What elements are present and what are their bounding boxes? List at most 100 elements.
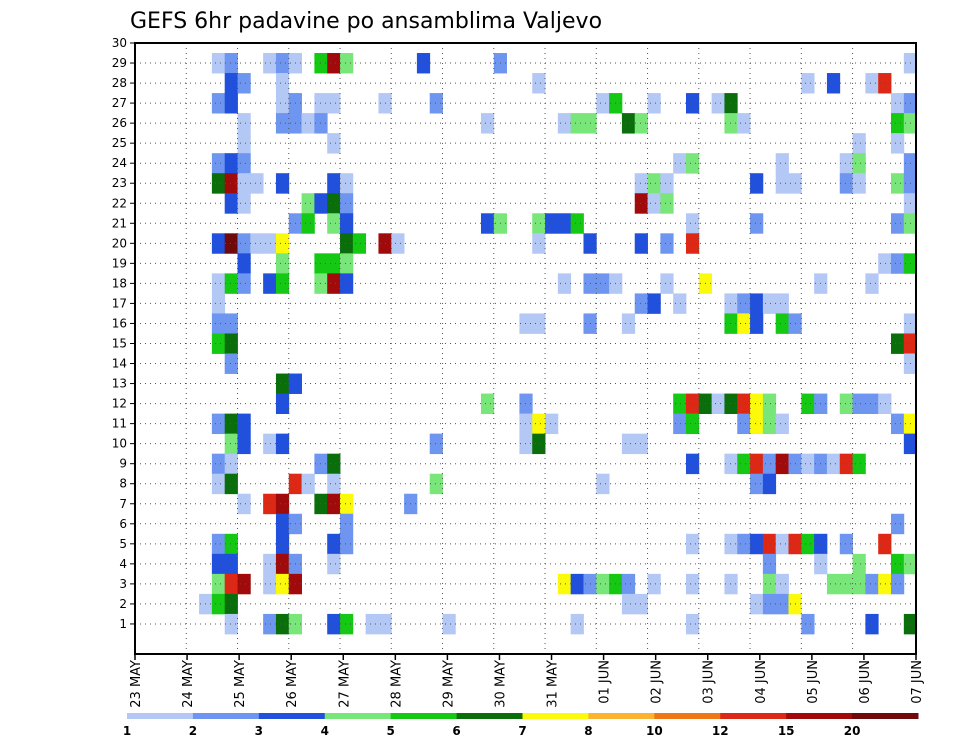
- y-tick-label: 30: [112, 36, 127, 50]
- heat-cell: [724, 573, 738, 595]
- heat-cell: [596, 93, 610, 114]
- heat-cell: [327, 493, 341, 515]
- heat-cell: [532, 433, 546, 455]
- heat-cell: [891, 93, 905, 114]
- legend-swatch: [127, 713, 194, 719]
- y-tick-label: 28: [112, 76, 127, 90]
- heat-cell: [211, 553, 226, 575]
- legend-label: 7: [518, 724, 526, 738]
- heat-cell: [211, 233, 226, 254]
- x-tick-label: 29 MAY: [441, 660, 456, 708]
- heat-cell: [327, 553, 341, 575]
- x-tick-label: 26 MAY: [285, 660, 300, 708]
- heat-cell: [224, 613, 238, 635]
- heat-cell: [891, 333, 905, 354]
- heat-cell: [327, 613, 341, 635]
- heat-cell: [839, 533, 853, 555]
- heat-cell: [621, 113, 636, 134]
- heat-cell: [647, 573, 661, 595]
- legend-label: 15: [778, 724, 795, 738]
- heat-cell: [685, 153, 700, 174]
- heat-cell: [301, 473, 315, 495]
- heat-cell: [275, 513, 290, 535]
- heat-cell: [724, 393, 738, 414]
- legend-label: 6: [452, 724, 460, 738]
- y-tick-label: 1: [119, 617, 127, 631]
- heat-cell: [340, 213, 354, 234]
- heat-cell: [237, 433, 251, 455]
- legend-label: 12: [712, 724, 729, 738]
- y-tick-label: 8: [119, 477, 127, 491]
- heat-cell: [673, 393, 687, 414]
- heat-cell: [263, 613, 277, 635]
- heat-cell: [673, 413, 687, 435]
- heat-cell: [340, 513, 354, 535]
- heat-cell: [211, 333, 226, 354]
- heat-cell: [211, 53, 226, 74]
- x-tick-label: 23 MAY: [129, 660, 144, 708]
- heat-cell: [275, 233, 290, 254]
- y-tick-label: 4: [119, 557, 127, 571]
- heat-cell: [737, 453, 751, 475]
- heat-cell: [429, 93, 443, 114]
- y-tick-label: 22: [112, 196, 127, 210]
- heat-cell: [224, 413, 238, 435]
- heat-cell: [750, 413, 764, 435]
- heat-cell: [570, 113, 584, 134]
- heat-cell: [891, 253, 905, 274]
- heat-cell: [865, 573, 879, 595]
- heat-cell: [224, 313, 238, 334]
- y-tick-label: 14: [112, 357, 127, 371]
- heat-cell: [340, 233, 354, 254]
- heat-cell: [224, 533, 238, 555]
- heat-cell: [480, 113, 495, 134]
- heat-cell: [211, 293, 226, 314]
- heat-cell: [647, 173, 661, 194]
- heat-cell: [775, 173, 789, 194]
- heat-cell: [391, 233, 405, 254]
- x-axis: 23 MAY 24 MAY 25 MAY 26 MAY 27 MAY 28 MAY 29 M…: [129, 654, 925, 708]
- heat-cell: [750, 473, 764, 495]
- heat-cell: [762, 573, 777, 595]
- heat-cell: [224, 173, 238, 194]
- heat-cell: [826, 73, 841, 94]
- heat-cell: [621, 573, 636, 595]
- x-tick-label: 24 MAY: [181, 660, 196, 708]
- heat-cell: [416, 53, 431, 74]
- heat-cell: [263, 273, 277, 294]
- heat-cell: [224, 433, 238, 455]
- heat-cell: [429, 433, 443, 455]
- heat-cell: [211, 93, 226, 114]
- heat-cell: [634, 193, 648, 214]
- heat-cell: [596, 473, 610, 495]
- y-tick-label: 23: [112, 176, 127, 190]
- heat-cell: [263, 553, 277, 575]
- heat-cell: [224, 53, 238, 74]
- heat-cell: [737, 413, 751, 435]
- heat-cell: [801, 453, 815, 475]
- heat-cell: [429, 473, 443, 495]
- heat-cell: [532, 413, 546, 435]
- heat-cell: [211, 413, 226, 435]
- heat-cell: [647, 193, 661, 214]
- legend-label: 2: [189, 724, 197, 738]
- x-tick-label: 07 JUN: [910, 660, 925, 704]
- heat-cell: [839, 573, 853, 595]
- heat-cell: [775, 453, 789, 475]
- heat-cell: [775, 533, 789, 555]
- x-tick-label: 01 JUN: [598, 660, 613, 704]
- y-tick-label: 7: [119, 497, 127, 511]
- heat-cell: [545, 413, 559, 435]
- heat-cell: [711, 393, 725, 414]
- legend-swatch: [786, 713, 853, 719]
- x-tick-label: 02 JUN: [650, 660, 665, 704]
- heat-cell: [762, 293, 777, 314]
- heat-cell: [532, 213, 546, 234]
- heat-cell: [224, 233, 238, 254]
- heat-cell: [685, 573, 700, 595]
- heat-cell: [250, 233, 264, 254]
- heat-cell: [839, 153, 853, 174]
- heat-cell: [596, 573, 610, 595]
- heat-cell: [519, 393, 533, 414]
- grid-lines: [135, 42, 916, 654]
